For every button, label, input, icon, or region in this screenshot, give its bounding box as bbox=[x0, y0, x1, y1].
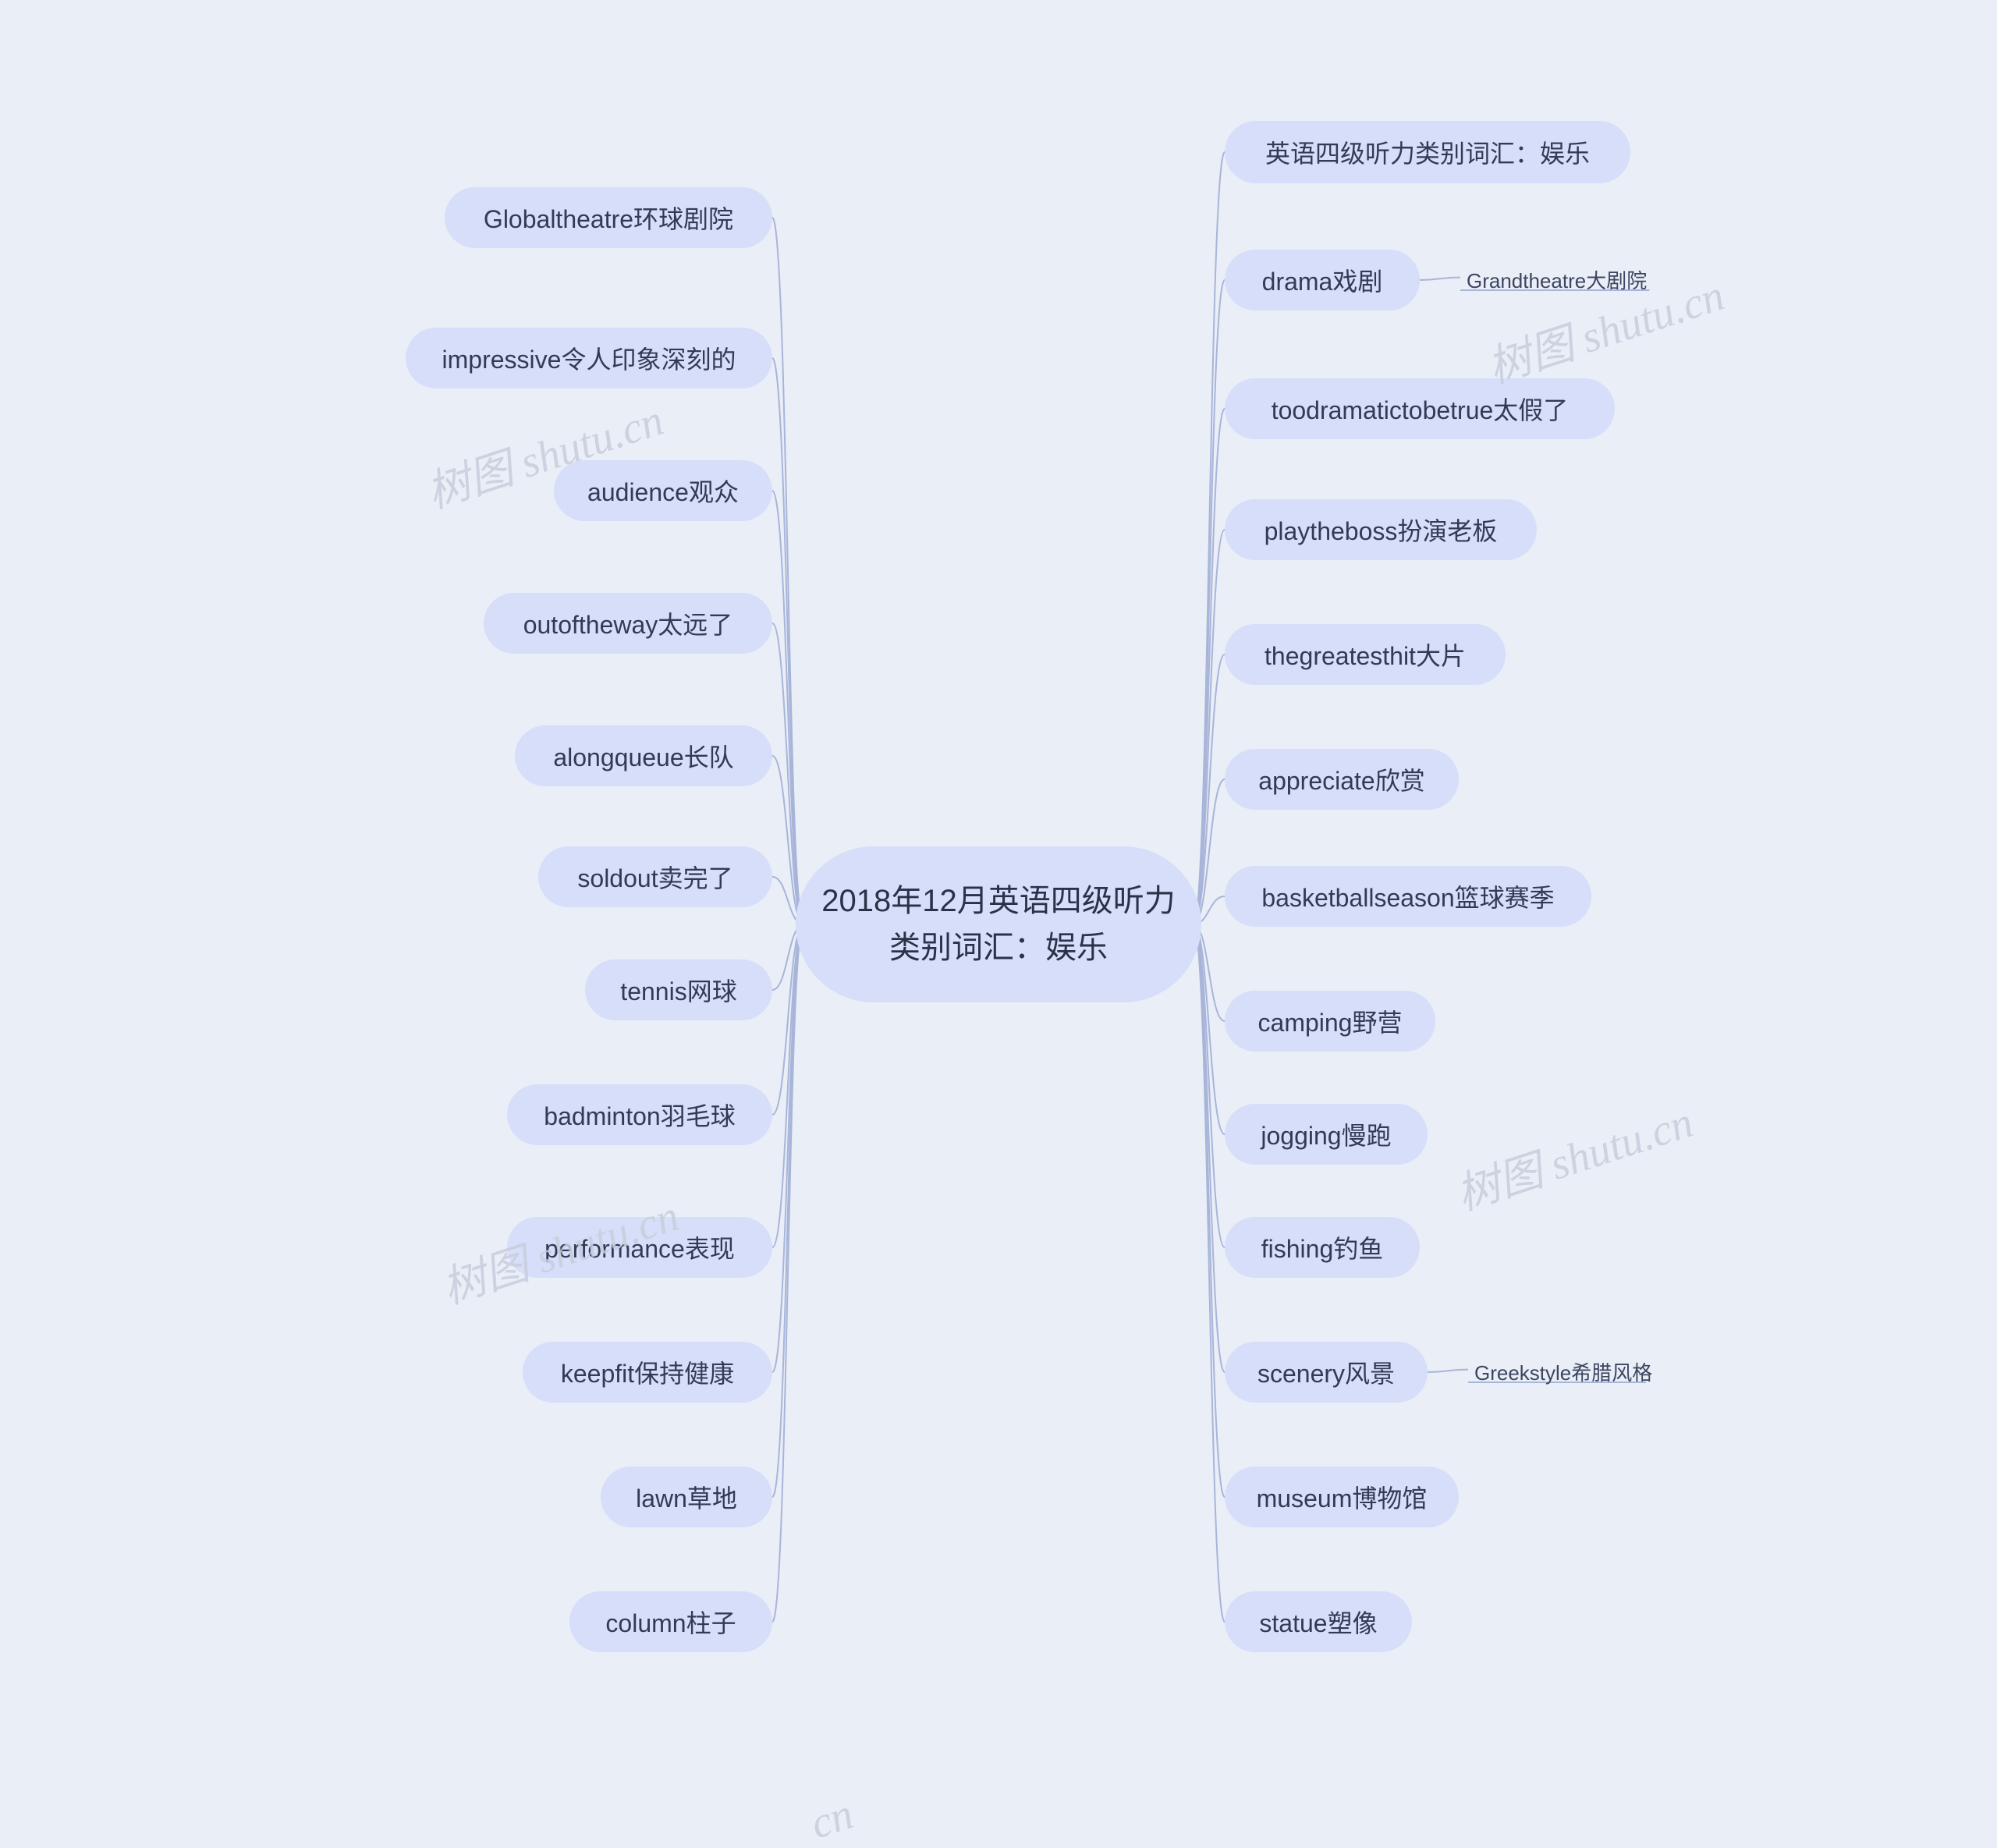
branch-label: playtheboss扮演老板 bbox=[1265, 512, 1498, 548]
watermark-text: cn bbox=[805, 1789, 859, 1848]
branch-label: thegreatesthit大片 bbox=[1265, 637, 1466, 672]
branch-label: impressive令人印象深刻的 bbox=[442, 340, 736, 376]
center-node: 2018年12月英语四级听力类别词汇：娱乐 bbox=[796, 846, 1201, 1002]
watermark: 树图 shutu.cn bbox=[1447, 1087, 1700, 1222]
branch-label: appreciate欣赏 bbox=[1258, 761, 1424, 797]
branch-node-l10: lawn草地 bbox=[601, 1467, 772, 1527]
branch-node-l2: audience观众 bbox=[554, 460, 772, 521]
branch-node-r11: museum博物馆 bbox=[1225, 1467, 1459, 1527]
branch-node-l8: performance表现 bbox=[507, 1217, 772, 1278]
branch-label: camping野营 bbox=[1258, 1003, 1403, 1039]
branch-node-l6: tennis网球 bbox=[585, 959, 772, 1020]
leaf-label: Grandtheatre大剧院 bbox=[1467, 269, 1647, 293]
branch-node-l4: alongqueue长队 bbox=[515, 725, 772, 786]
branch-node-r5: appreciate欣赏 bbox=[1225, 749, 1459, 810]
leaf-label: Greekstyle希腊风格 bbox=[1474, 1361, 1652, 1385]
branch-node-r2: toodramatictobetrue太假了 bbox=[1225, 378, 1615, 439]
branch-node-l0: Globaltheatre环球剧院 bbox=[445, 187, 772, 248]
branch-label: keepfit保持健康 bbox=[561, 1354, 734, 1390]
branch-label: outoftheway太远了 bbox=[523, 605, 733, 641]
leaf-r10: Greekstyle希腊风格 bbox=[1474, 1357, 1652, 1386]
watermark: cn bbox=[804, 1789, 859, 1848]
branch-label: scenery风景 bbox=[1257, 1354, 1395, 1390]
branch-label: statue塑像 bbox=[1259, 1604, 1377, 1640]
branch-label: audience观众 bbox=[587, 473, 739, 509]
branch-label: soldout卖完了 bbox=[577, 859, 732, 895]
watermark-text: 树图 shutu.cn bbox=[1451, 1098, 1699, 1220]
branch-node-r0: 英语四级听力类别词汇：娱乐 bbox=[1225, 121, 1630, 183]
branch-label: basketballseason篮球赛季 bbox=[1261, 878, 1554, 914]
branch-node-l9: keepfit保持健康 bbox=[523, 1342, 772, 1403]
mindmap-canvas: { "type": "mindmap", "background_color":… bbox=[0, 0, 1997, 1848]
branch-label: museum博物馆 bbox=[1257, 1479, 1428, 1515]
branch-node-r1: drama戏剧 bbox=[1225, 250, 1420, 310]
branch-node-r12: statue塑像 bbox=[1225, 1591, 1412, 1652]
branch-label: column柱子 bbox=[605, 1604, 736, 1640]
branch-label: drama戏剧 bbox=[1262, 262, 1383, 298]
branch-node-r6: basketballseason篮球赛季 bbox=[1225, 866, 1591, 927]
branch-node-r9: fishing钓鱼 bbox=[1225, 1217, 1420, 1278]
branch-node-l7: badminton羽毛球 bbox=[507, 1084, 772, 1145]
center-label: 2018年12月英语四级听力类别词汇：娱乐 bbox=[821, 878, 1175, 971]
branch-label: 英语四级听力类别词汇：娱乐 bbox=[1265, 134, 1590, 170]
branch-node-r10: scenery风景 bbox=[1225, 1342, 1428, 1403]
branch-label: alongqueue长队 bbox=[553, 738, 733, 774]
branch-node-r4: thegreatesthit大片 bbox=[1225, 624, 1506, 685]
leaf-r1: Grandtheatre大剧院 bbox=[1467, 265, 1647, 294]
branch-node-r7: camping野营 bbox=[1225, 991, 1435, 1052]
branch-label: lawn草地 bbox=[636, 1479, 737, 1515]
branch-label: jogging慢跑 bbox=[1261, 1116, 1391, 1152]
branch-label: fishing钓鱼 bbox=[1261, 1229, 1384, 1265]
branch-label: Globaltheatre环球剧院 bbox=[484, 200, 733, 236]
branch-node-l3: outoftheway太远了 bbox=[484, 593, 772, 654]
branch-label: tennis网球 bbox=[620, 972, 736, 1008]
branch-node-r3: playtheboss扮演老板 bbox=[1225, 499, 1537, 560]
branch-label: toodramatictobetrue太假了 bbox=[1272, 391, 1569, 427]
branch-label: badminton羽毛球 bbox=[544, 1097, 735, 1133]
branch-node-r8: jogging慢跑 bbox=[1225, 1104, 1428, 1165]
branch-node-l5: soldout卖完了 bbox=[538, 846, 772, 907]
branch-node-l11: column柱子 bbox=[569, 1591, 772, 1652]
branch-label: performance表现 bbox=[544, 1229, 735, 1265]
branch-node-l1: impressive令人印象深刻的 bbox=[406, 328, 772, 388]
